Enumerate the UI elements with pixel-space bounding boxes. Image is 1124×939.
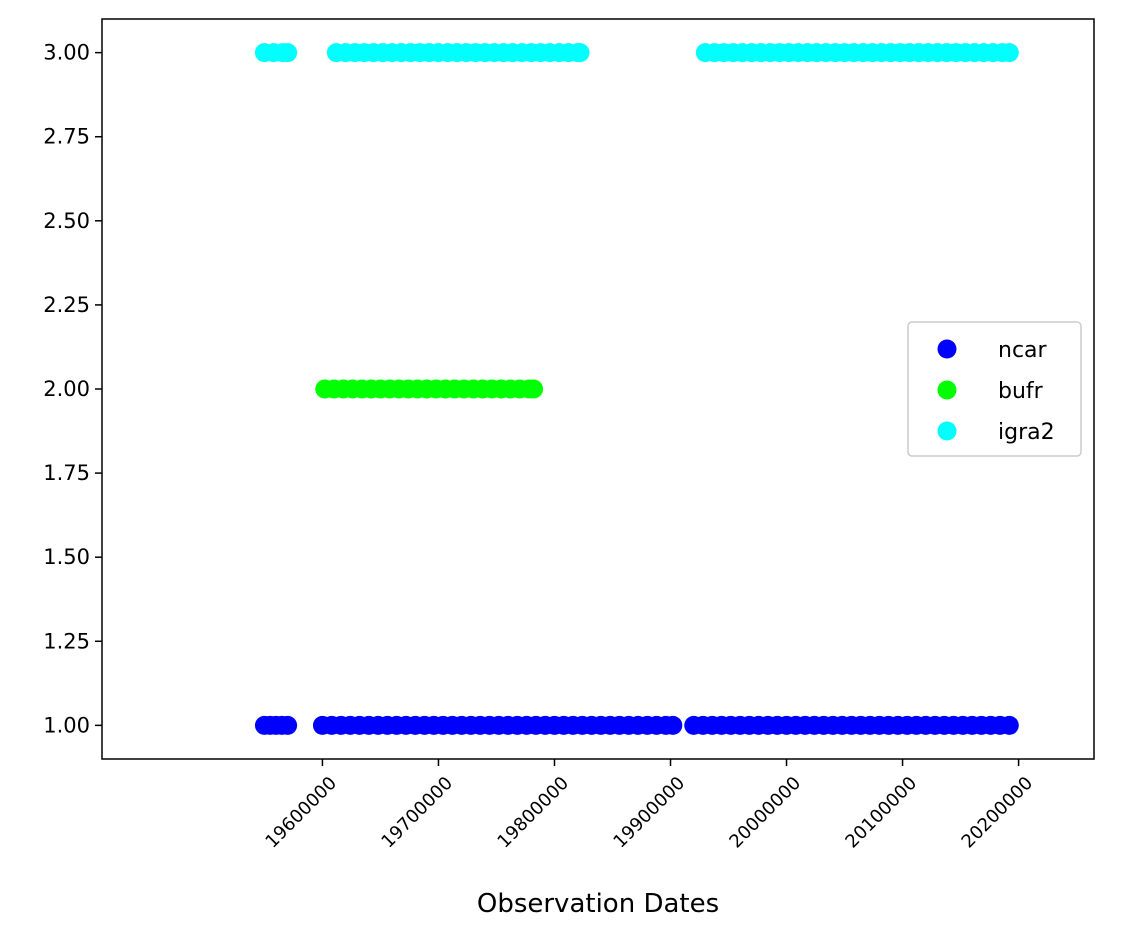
point-ncar [999, 715, 1019, 735]
x-tick-label: 20000000 [725, 773, 805, 853]
legend-box [907, 321, 1082, 457]
legend-marker-igra2 [937, 421, 957, 441]
legend-marker-ncar [937, 339, 957, 359]
x-tick-label: 19600000 [261, 773, 341, 853]
y-tick-label: 1.25 [43, 629, 90, 653]
legend-label-bufr: bufr [998, 379, 1044, 404]
point-igra2 [278, 43, 298, 63]
y-tick-label: 1.00 [43, 713, 90, 737]
x-axis-label: Observation Dates [477, 889, 719, 919]
x-tick-label: 20200000 [958, 773, 1038, 853]
x-tick-label: 19700000 [377, 773, 457, 853]
y-tick-label: 1.50 [43, 545, 90, 569]
x-tick-label: 20100000 [842, 773, 922, 853]
legend-label-ncar: ncar [998, 338, 1048, 363]
y-tick-label: 3.00 [43, 41, 90, 65]
x-tick-label: 19800000 [493, 773, 573, 853]
point-ncar [278, 715, 298, 735]
legend-marker-bufr [937, 380, 957, 400]
y-tick-label: 2.25 [43, 293, 90, 317]
y-tick-label: 1.75 [43, 461, 90, 485]
legend-label-igra2: igra2 [998, 420, 1055, 445]
x-axis: 19600000 19700000 19800000 19900000 20000000… [261, 759, 1037, 852]
y-axis: 1.00 1.25 1.50 1.75 2.00 2.25 2.50 2.75 3.00 [43, 41, 102, 737]
point-igra2 [570, 43, 590, 63]
y-tick-label: 2.50 [43, 209, 90, 233]
point-ncar [663, 715, 683, 735]
data-points [254, 43, 1019, 735]
point-igra2 [999, 43, 1019, 63]
point-bufr [524, 379, 544, 399]
x-tick-label: 19900000 [609, 773, 689, 853]
y-tick-label: 2.75 [43, 125, 90, 149]
y-tick-label: 2.00 [43, 377, 90, 401]
legend: ncar bufr igra2 [907, 321, 1082, 457]
